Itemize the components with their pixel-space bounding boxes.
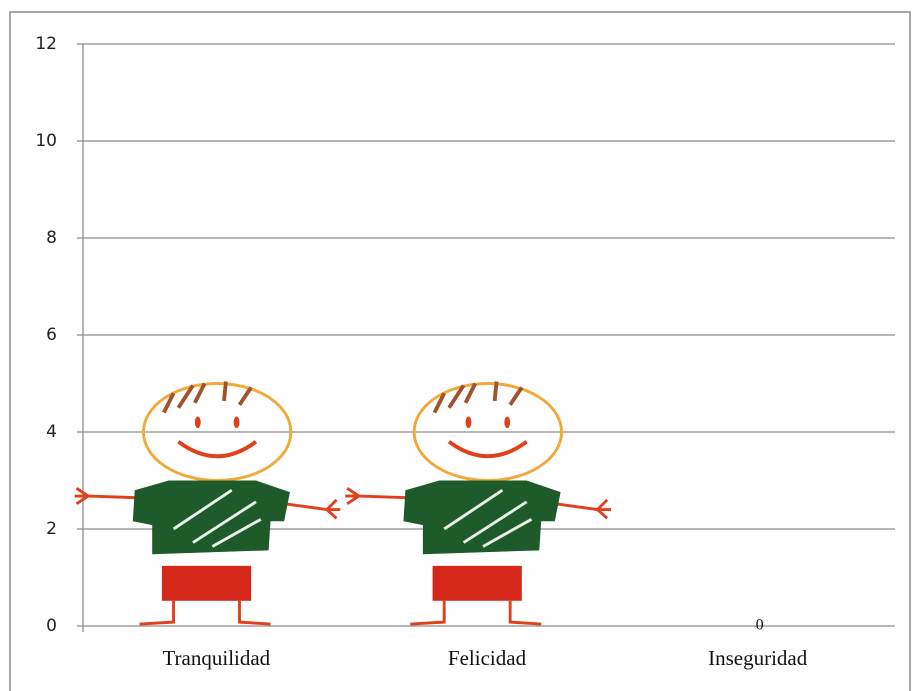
arm [284, 502, 327, 512]
y-tick-label: 0 [46, 616, 57, 636]
smile [447, 440, 528, 459]
eye [504, 416, 511, 429]
hair [447, 384, 466, 409]
eye [465, 416, 472, 429]
hand [325, 498, 341, 520]
eye [194, 416, 201, 429]
y-tick-label: 10 [35, 131, 57, 151]
hair [222, 381, 228, 402]
hair [492, 381, 499, 402]
y-tick-label: 2 [46, 519, 57, 539]
x-tick-label: Tranquilidad [162, 646, 270, 670]
y-tick-label: 6 [46, 325, 57, 345]
legs [410, 600, 542, 626]
hair [162, 392, 176, 414]
pictogram [345, 381, 612, 626]
data-label: 0 [756, 617, 764, 634]
hair [508, 386, 524, 406]
hand [345, 487, 360, 505]
x-tick-label: Felicidad [448, 646, 527, 670]
legs [139, 600, 271, 626]
smile [177, 440, 258, 459]
shirt-texture [172, 488, 262, 548]
hair [237, 386, 253, 406]
hair [193, 382, 207, 404]
hair [176, 384, 195, 409]
arm [555, 502, 598, 512]
x-tick-label: Inseguridad [708, 646, 808, 670]
shirt [403, 480, 561, 555]
pictogram [74, 381, 341, 626]
y-tick-label: 8 [46, 228, 57, 248]
y-tick-label: 12 [35, 34, 57, 54]
shirt [132, 480, 290, 555]
hand [74, 487, 89, 505]
hand [596, 498, 612, 520]
eye [233, 416, 240, 429]
hair [463, 382, 477, 404]
shorts [432, 565, 522, 601]
shirt-texture [443, 488, 533, 548]
y-tick-label: 4 [46, 422, 57, 442]
shorts [161, 565, 252, 601]
hair [432, 392, 446, 414]
